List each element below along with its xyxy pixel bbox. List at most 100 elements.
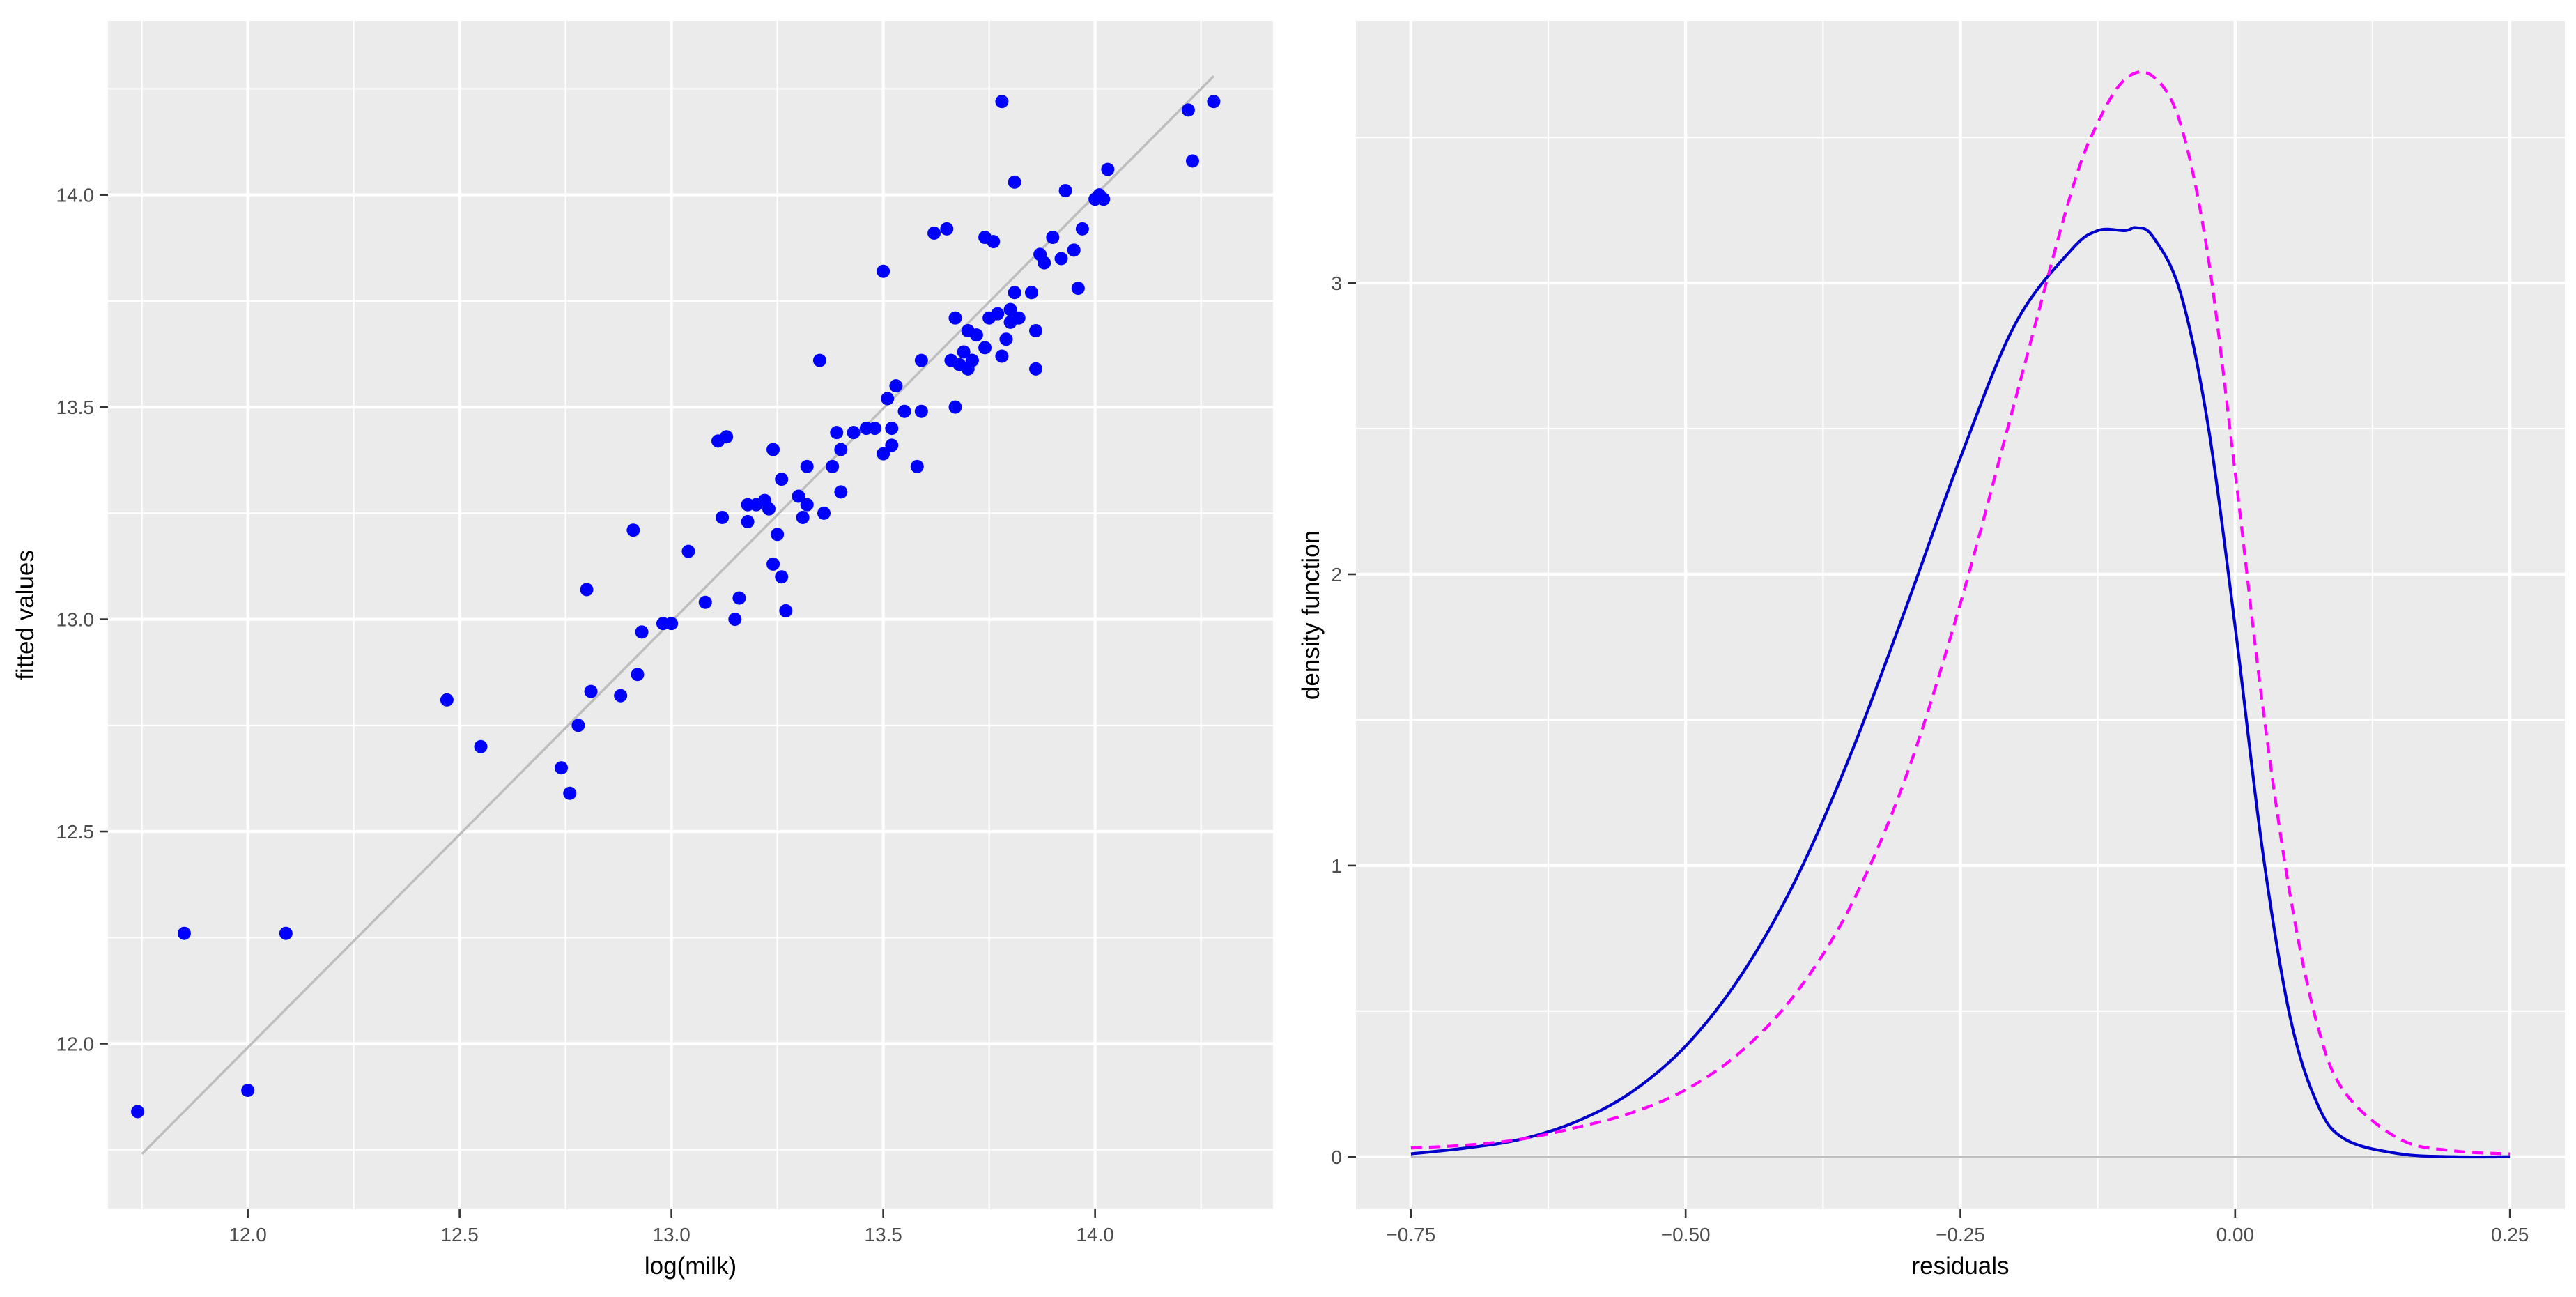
data-point (766, 443, 780, 456)
data-point (978, 341, 992, 355)
x-tick-label: 12.5 (440, 1224, 479, 1245)
data-point (563, 786, 577, 800)
data-point (177, 926, 191, 940)
y-tick-label: 3 (1331, 273, 1342, 294)
data-point (626, 523, 640, 537)
data-point (1067, 243, 1081, 257)
data-point (897, 404, 911, 418)
data-point (732, 591, 746, 605)
data-point (1046, 231, 1060, 245)
data-point (580, 583, 594, 597)
y-tick-label: 12.5 (56, 821, 95, 843)
data-point (779, 604, 793, 617)
data-point (812, 353, 826, 367)
data-point (914, 404, 928, 418)
data-point (1097, 192, 1111, 206)
data-point (1185, 154, 1199, 168)
data-point (635, 625, 649, 639)
y-axis-title: fitted values (12, 550, 39, 680)
data-point (910, 459, 924, 473)
data-point (698, 595, 712, 609)
y-tick-label: 13.5 (56, 397, 95, 418)
data-point (555, 761, 569, 775)
data-point (1181, 103, 1195, 117)
data-point (834, 485, 848, 499)
data-point (1029, 362, 1043, 376)
data-point (834, 443, 848, 456)
data-point (631, 668, 645, 682)
data-point (881, 392, 895, 406)
x-tick-label: 12.0 (229, 1224, 267, 1245)
data-point (826, 459, 840, 473)
data-point (965, 353, 979, 367)
data-point (1071, 282, 1085, 296)
data-point (948, 400, 962, 414)
x-tick-label: 0.00 (2216, 1224, 2255, 1245)
y-tick-label: 1 (1331, 855, 1342, 877)
data-point (867, 422, 881, 436)
data-point (987, 235, 1001, 249)
data-point (771, 528, 785, 542)
data-point (775, 570, 789, 584)
data-point (1008, 175, 1021, 189)
data-point (728, 613, 742, 627)
x-tick-label: −0.50 (1661, 1224, 1711, 1245)
data-point (614, 689, 628, 703)
data-point (792, 489, 805, 503)
data-point (571, 719, 585, 732)
data-point (796, 510, 810, 524)
data-point (927, 226, 941, 240)
data-point (241, 1084, 255, 1097)
data-point (440, 693, 454, 707)
data-point (762, 502, 776, 516)
data-point (131, 1105, 145, 1119)
data-point (877, 447, 890, 461)
data-point (775, 473, 789, 486)
x-tick-label: 14.0 (1076, 1224, 1114, 1245)
data-point (1012, 311, 1026, 325)
y-tick-label: 0 (1331, 1146, 1342, 1168)
y-tick-label: 14.0 (56, 185, 95, 206)
data-point (1101, 162, 1115, 176)
data-point (720, 430, 734, 444)
density-curve-dashed (1410, 70, 2511, 1156)
data-point (847, 426, 861, 440)
y-tick-label: 13.0 (56, 609, 95, 631)
data-point (474, 739, 488, 753)
data-point (681, 544, 695, 558)
fitted-vs-observed-panel: 12.0 12.5 13.0 13.5 14.0 12.0 12.5 13.0 13.5 14.0… (12, 21, 1273, 1280)
data-point (830, 426, 844, 440)
data-point (957, 345, 971, 359)
data-point (1054, 252, 1068, 266)
x-axis-title: residuals (1911, 1252, 2009, 1280)
data-point (877, 264, 890, 278)
x-tick-label: 0.25 (2491, 1224, 2529, 1245)
x-axis-title: log(milk) (645, 1252, 736, 1280)
x-tick-label: 13.0 (652, 1224, 691, 1245)
data-point (1207, 95, 1221, 109)
y-tick-label: 12.0 (56, 1034, 95, 1055)
data-point (1008, 286, 1021, 300)
data-point (800, 498, 814, 512)
data-point (1029, 324, 1043, 338)
data-point (1003, 302, 1017, 316)
data-point (914, 353, 928, 367)
data-point (766, 557, 780, 571)
data-point (1038, 256, 1051, 270)
data-point (716, 510, 730, 524)
data-point (969, 328, 983, 342)
data-point (1024, 286, 1038, 300)
data-point (1058, 184, 1072, 198)
data-point (741, 515, 755, 529)
data-point (940, 222, 954, 236)
data-point (665, 617, 679, 631)
residual-density-panel: −0.75 −0.50 −0.25 0.00 0.25 0 1 2 3 residuals dens… (1297, 21, 2565, 1280)
x-tick-label: −0.25 (1936, 1224, 1985, 1245)
y-axis-title: density function (1297, 530, 1325, 700)
data-point (1075, 222, 1089, 236)
data-point (279, 926, 293, 940)
data-point (995, 349, 1009, 363)
data-point (584, 684, 598, 698)
data-point (889, 379, 903, 393)
data-point (817, 506, 831, 520)
